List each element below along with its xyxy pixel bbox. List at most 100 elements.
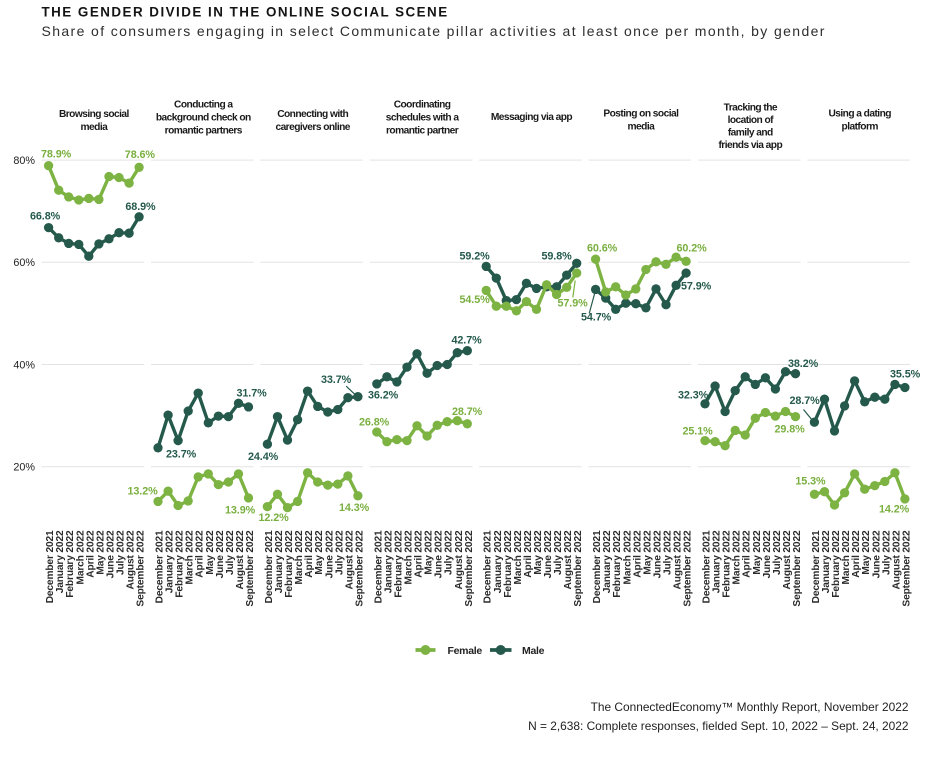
svg-text:romantic partner: romantic partner bbox=[386, 125, 459, 136]
svg-text:14.2%: 14.2% bbox=[879, 504, 910, 516]
svg-text:February 2022: February 2022 bbox=[65, 530, 76, 598]
svg-text:Messaging via app: Messaging via app bbox=[491, 112, 573, 123]
svg-text:December 2021: December 2021 bbox=[155, 530, 166, 603]
svg-text:Posting on social: Posting on social bbox=[603, 109, 679, 120]
svg-text:Connecting with: Connecting with bbox=[277, 109, 348, 120]
svg-text:December 2021: December 2021 bbox=[702, 530, 713, 603]
svg-text:February 2022: February 2022 bbox=[284, 530, 295, 598]
svg-text:location of: location of bbox=[728, 115, 775, 126]
svg-text:N = 2,638: Complete responses,: N = 2,638: Complete responses, fielded S… bbox=[528, 719, 909, 733]
svg-text:54.7%: 54.7% bbox=[581, 312, 612, 324]
svg-text:February 2022: February 2022 bbox=[831, 530, 842, 598]
svg-text:January 2022: January 2022 bbox=[493, 530, 504, 593]
svg-text:September 2022: September 2022 bbox=[792, 530, 803, 607]
svg-text:May 2022: May 2022 bbox=[95, 530, 106, 575]
svg-text:78.6%: 78.6% bbox=[125, 149, 156, 161]
svg-text:May 2022: May 2022 bbox=[861, 530, 872, 575]
svg-text:57.9%: 57.9% bbox=[681, 281, 712, 293]
svg-text:March 2022: March 2022 bbox=[185, 530, 196, 584]
svg-text:February 2022: February 2022 bbox=[503, 530, 514, 598]
svg-text:Male: Male bbox=[522, 645, 545, 657]
svg-text:June 2022: June 2022 bbox=[324, 530, 335, 578]
svg-text:March 2022: March 2022 bbox=[294, 530, 305, 584]
svg-text:February 2022: February 2022 bbox=[612, 530, 623, 598]
svg-text:friends via app: friends via app bbox=[718, 140, 782, 151]
svg-text:June 2022: June 2022 bbox=[543, 530, 554, 578]
svg-text:March 2022: March 2022 bbox=[75, 530, 86, 584]
svg-text:May 2022: May 2022 bbox=[752, 530, 763, 575]
svg-text:background check on: background check on bbox=[156, 112, 251, 123]
svg-text:April 2022: April 2022 bbox=[523, 530, 534, 578]
svg-text:July 2022: July 2022 bbox=[663, 530, 674, 575]
svg-text:66.8%: 66.8% bbox=[30, 211, 61, 223]
svg-text:60.6%: 60.6% bbox=[587, 243, 618, 255]
svg-text:12.2%: 12.2% bbox=[259, 512, 290, 524]
svg-text:23.7%: 23.7% bbox=[166, 449, 197, 461]
svg-text:December 2021: December 2021 bbox=[264, 530, 275, 603]
svg-text:26.8%: 26.8% bbox=[359, 417, 390, 429]
svg-text:January 2022: January 2022 bbox=[821, 530, 832, 593]
svg-text:December 2021: December 2021 bbox=[811, 530, 822, 603]
svg-text:caregivers online: caregivers online bbox=[275, 122, 350, 133]
svg-text:media: media bbox=[81, 122, 109, 133]
svg-text:January 2022: January 2022 bbox=[165, 530, 176, 593]
svg-text:May 2022: May 2022 bbox=[205, 530, 216, 575]
svg-text:78.9%: 78.9% bbox=[41, 149, 72, 161]
svg-text:35.5%: 35.5% bbox=[890, 369, 921, 381]
svg-text:40%: 40% bbox=[13, 359, 35, 371]
svg-text:Using a dating: Using a dating bbox=[828, 109, 891, 120]
svg-text:38.2%: 38.2% bbox=[788, 358, 819, 370]
svg-text:January 2022: January 2022 bbox=[602, 530, 613, 593]
svg-text:57.9%: 57.9% bbox=[558, 298, 589, 310]
svg-text:June 2022: June 2022 bbox=[762, 530, 773, 578]
svg-text:August 2022: August 2022 bbox=[782, 530, 793, 589]
svg-text:March 2022: March 2022 bbox=[732, 530, 743, 584]
svg-text:May 2022: May 2022 bbox=[424, 530, 435, 575]
svg-text:32.3%: 32.3% bbox=[678, 390, 709, 402]
svg-text:August 2022: August 2022 bbox=[563, 530, 574, 589]
svg-text:July 2022: July 2022 bbox=[116, 530, 127, 575]
svg-text:April 2022: April 2022 bbox=[414, 530, 425, 578]
svg-text:January 2022: January 2022 bbox=[55, 530, 66, 593]
svg-text:60%: 60% bbox=[13, 257, 35, 269]
svg-text:April 2022: April 2022 bbox=[304, 530, 315, 578]
svg-text:August 2022: August 2022 bbox=[891, 530, 902, 589]
svg-text:13.2%: 13.2% bbox=[128, 486, 159, 498]
svg-text:24.4%: 24.4% bbox=[248, 451, 279, 463]
svg-text:Tracking the: Tracking the bbox=[724, 103, 778, 114]
svg-text:family and: family and bbox=[728, 128, 773, 139]
svg-text:September 2022: September 2022 bbox=[683, 530, 694, 607]
svg-text:September 2022: September 2022 bbox=[901, 530, 912, 607]
svg-text:54.5%: 54.5% bbox=[460, 294, 491, 306]
svg-text:December 2021: December 2021 bbox=[483, 530, 494, 603]
svg-text:January 2022: January 2022 bbox=[712, 530, 723, 593]
svg-text:80%: 80% bbox=[13, 155, 35, 167]
svg-text:14.3%: 14.3% bbox=[339, 502, 370, 514]
svg-text:THE GENDER DIVIDE IN THE ONLIN: THE GENDER DIVIDE IN THE ONLINE SOCIAL S… bbox=[42, 4, 449, 19]
svg-text:December 2021: December 2021 bbox=[45, 530, 56, 603]
svg-text:59.2%: 59.2% bbox=[460, 251, 491, 263]
svg-text:September 2022: September 2022 bbox=[354, 530, 365, 607]
svg-text:June 2022: June 2022 bbox=[106, 530, 117, 578]
svg-text:December 2021: December 2021 bbox=[373, 530, 384, 603]
svg-text:September 2022: September 2022 bbox=[136, 530, 147, 607]
svg-text:60.2%: 60.2% bbox=[677, 243, 708, 255]
svg-text:The ConnectedEconomy™ Monthly: The ConnectedEconomy™ Monthly Report, No… bbox=[591, 700, 909, 714]
svg-text:September 2022: September 2022 bbox=[464, 530, 475, 607]
svg-text:media: media bbox=[628, 122, 656, 133]
svg-text:May 2022: May 2022 bbox=[642, 530, 653, 575]
svg-text:Browsing social: Browsing social bbox=[59, 109, 130, 120]
svg-text:June 2022: June 2022 bbox=[215, 530, 226, 578]
svg-text:36.2%: 36.2% bbox=[368, 389, 399, 401]
svg-text:July 2022: July 2022 bbox=[444, 530, 455, 575]
svg-text:31.7%: 31.7% bbox=[237, 387, 268, 399]
svg-text:February 2022: February 2022 bbox=[175, 530, 186, 598]
svg-text:15.3%: 15.3% bbox=[795, 476, 826, 488]
svg-text:29.8%: 29.8% bbox=[775, 424, 806, 436]
svg-text:May 2022: May 2022 bbox=[314, 530, 325, 575]
svg-text:August 2022: August 2022 bbox=[235, 530, 246, 589]
svg-text:Coordinating: Coordinating bbox=[394, 99, 451, 110]
svg-text:Conducting a: Conducting a bbox=[174, 99, 233, 110]
svg-text:July 2022: July 2022 bbox=[553, 530, 564, 575]
svg-text:August 2022: August 2022 bbox=[344, 530, 355, 589]
